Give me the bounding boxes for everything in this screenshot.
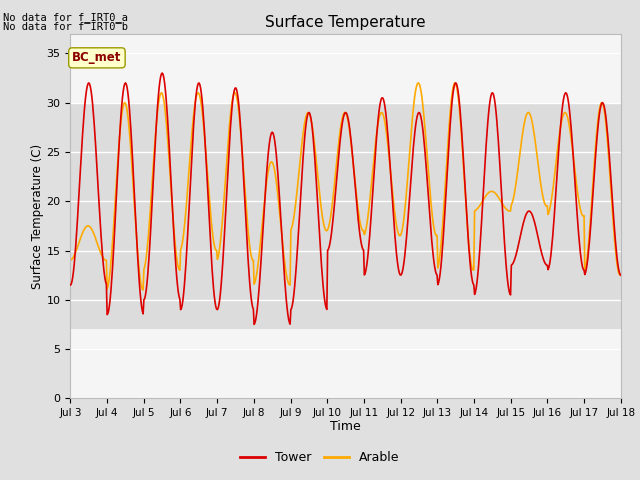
Text: BC_met: BC_met	[72, 51, 122, 64]
Y-axis label: Surface Temperature (C): Surface Temperature (C)	[31, 144, 44, 288]
X-axis label: Time: Time	[330, 420, 361, 432]
Bar	[70, 103, 621, 329]
Text: No data for f_IRT0_a: No data for f_IRT0_a	[3, 12, 128, 23]
Title: Surface Temperature: Surface Temperature	[266, 15, 426, 30]
Legend: Tower, Arable: Tower, Arable	[236, 446, 404, 469]
Text: No data for f̅IRT0̅b: No data for f̅IRT0̅b	[3, 22, 128, 32]
